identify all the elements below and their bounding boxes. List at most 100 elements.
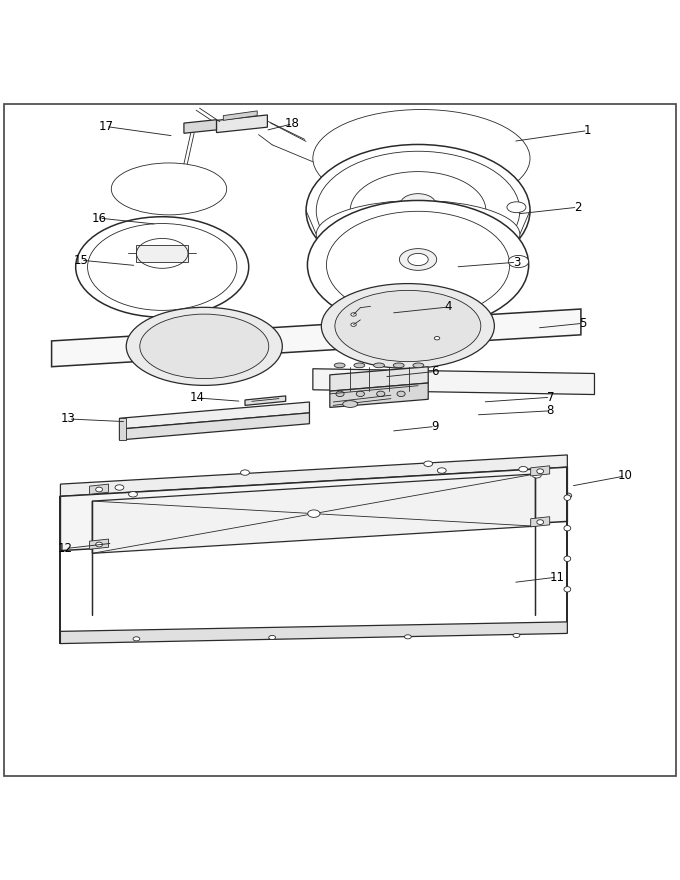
Ellipse shape [129, 492, 137, 497]
Ellipse shape [141, 177, 197, 202]
Ellipse shape [352, 128, 491, 189]
Ellipse shape [508, 255, 528, 268]
Polygon shape [120, 402, 309, 429]
Polygon shape [61, 455, 567, 496]
Text: 9: 9 [431, 420, 439, 433]
Ellipse shape [335, 290, 481, 362]
Polygon shape [330, 367, 428, 391]
Ellipse shape [350, 172, 486, 250]
Polygon shape [530, 517, 549, 527]
Ellipse shape [408, 253, 428, 266]
Text: 7: 7 [547, 391, 554, 404]
Text: 13: 13 [61, 413, 76, 425]
Text: 16: 16 [92, 211, 107, 224]
Polygon shape [120, 413, 309, 440]
Ellipse shape [342, 122, 500, 194]
Text: 4: 4 [445, 300, 452, 313]
Ellipse shape [333, 118, 511, 198]
Text: 12: 12 [58, 542, 73, 555]
Ellipse shape [322, 283, 494, 369]
Ellipse shape [537, 469, 543, 473]
Ellipse shape [335, 363, 345, 368]
Ellipse shape [134, 173, 204, 205]
Polygon shape [90, 539, 109, 549]
Ellipse shape [157, 183, 181, 194]
Text: 14: 14 [190, 392, 205, 405]
Polygon shape [216, 115, 267, 133]
Ellipse shape [519, 466, 528, 472]
Ellipse shape [507, 202, 526, 213]
Ellipse shape [401, 194, 436, 214]
Polygon shape [313, 369, 594, 394]
Text: 15: 15 [73, 253, 88, 267]
Text: 11: 11 [549, 570, 564, 583]
Ellipse shape [551, 481, 560, 487]
Text: 3: 3 [513, 256, 520, 268]
Ellipse shape [351, 323, 356, 326]
Text: 2: 2 [574, 201, 581, 214]
Ellipse shape [133, 637, 140, 641]
Ellipse shape [336, 391, 344, 397]
Ellipse shape [564, 587, 571, 592]
Text: 8: 8 [547, 404, 554, 417]
Ellipse shape [115, 485, 124, 490]
Ellipse shape [391, 145, 452, 172]
Ellipse shape [537, 520, 543, 524]
Ellipse shape [75, 216, 249, 317]
Polygon shape [245, 396, 286, 406]
Polygon shape [137, 246, 188, 261]
Ellipse shape [564, 525, 571, 531]
Ellipse shape [313, 109, 530, 207]
Ellipse shape [354, 363, 364, 368]
Polygon shape [90, 484, 109, 495]
Ellipse shape [96, 488, 103, 492]
Ellipse shape [399, 249, 437, 270]
Ellipse shape [269, 635, 275, 640]
Text: 1: 1 [584, 124, 592, 137]
Ellipse shape [343, 400, 358, 407]
Polygon shape [184, 120, 216, 133]
Ellipse shape [532, 473, 541, 478]
Ellipse shape [424, 461, 432, 466]
Ellipse shape [119, 166, 219, 211]
Ellipse shape [377, 391, 385, 397]
Ellipse shape [362, 132, 481, 185]
Polygon shape [61, 467, 567, 551]
Text: 5: 5 [579, 317, 587, 330]
Ellipse shape [513, 634, 520, 637]
Ellipse shape [88, 224, 237, 311]
Polygon shape [52, 309, 581, 367]
Ellipse shape [322, 114, 520, 202]
Ellipse shape [308, 510, 320, 517]
Polygon shape [120, 418, 126, 440]
Ellipse shape [413, 363, 424, 368]
Polygon shape [61, 622, 567, 643]
Ellipse shape [307, 201, 528, 329]
Ellipse shape [140, 314, 269, 378]
Ellipse shape [126, 170, 211, 208]
Text: 6: 6 [431, 365, 439, 378]
Ellipse shape [397, 391, 405, 397]
Ellipse shape [316, 151, 520, 270]
Ellipse shape [373, 363, 384, 368]
Text: 17: 17 [99, 120, 114, 133]
Ellipse shape [149, 180, 189, 198]
Ellipse shape [126, 307, 282, 385]
Ellipse shape [316, 201, 520, 268]
Ellipse shape [437, 468, 446, 473]
Text: 10: 10 [617, 469, 632, 482]
Ellipse shape [539, 478, 548, 483]
Ellipse shape [563, 493, 572, 498]
Ellipse shape [401, 150, 442, 167]
Ellipse shape [326, 211, 509, 319]
Ellipse shape [241, 470, 250, 475]
Ellipse shape [405, 634, 411, 639]
Ellipse shape [393, 363, 404, 368]
Ellipse shape [564, 556, 571, 561]
Text: 18: 18 [285, 117, 300, 130]
Polygon shape [530, 466, 549, 476]
Ellipse shape [381, 141, 462, 176]
Ellipse shape [96, 542, 103, 546]
Ellipse shape [356, 391, 364, 397]
Ellipse shape [351, 312, 356, 316]
